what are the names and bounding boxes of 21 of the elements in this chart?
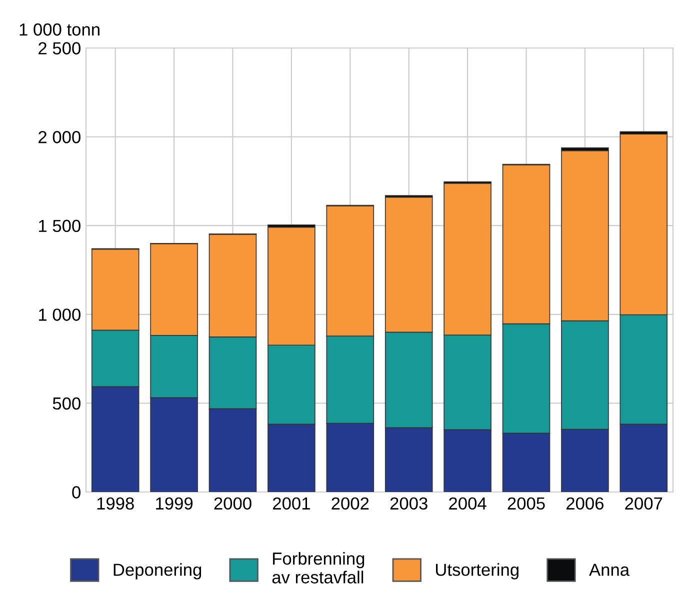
x-tick-label: 1998 bbox=[97, 497, 134, 510]
legend-label: Forbrenning av restavfall bbox=[272, 552, 364, 584]
x-tick-label: 2007 bbox=[625, 497, 662, 510]
x-tick-label: 2003 bbox=[390, 497, 428, 510]
x-tick-label: 2000 bbox=[214, 497, 252, 510]
legend-label: Anna bbox=[589, 564, 630, 576]
x-tick-label: 2001 bbox=[273, 497, 310, 510]
y-axis-title: 1 000 tonn bbox=[20, 23, 100, 36]
y-tick-label: 1 000 bbox=[39, 308, 80, 321]
y-tick-label: 0 bbox=[72, 486, 80, 498]
x-tick-label: 1999 bbox=[156, 497, 193, 510]
y-tick-label: 2 000 bbox=[38, 130, 80, 144]
x-tick-label: 2004 bbox=[449, 497, 486, 510]
x-tick-label: 2005 bbox=[508, 497, 545, 510]
y-tick-label: 1 500 bbox=[39, 220, 80, 232]
y-tick-label: 2 500 bbox=[38, 42, 80, 54]
legend-label: Deponering bbox=[114, 563, 202, 580]
y-tick-label: 500 bbox=[52, 397, 80, 410]
x-tick-label: 2006 bbox=[566, 497, 604, 510]
legend-label: Utsortering bbox=[436, 563, 518, 580]
x-tick-label: 2002 bbox=[332, 497, 369, 510]
